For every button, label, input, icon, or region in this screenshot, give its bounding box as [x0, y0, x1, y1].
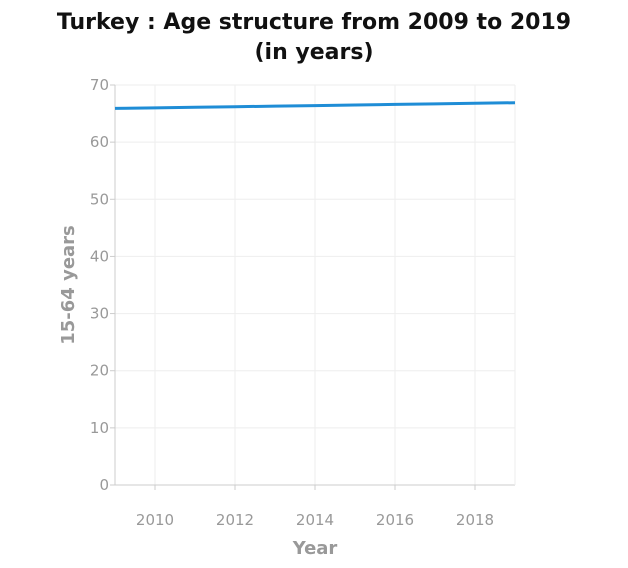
series-line	[114, 101, 516, 110]
y-axis-label: 15-64 years	[58, 225, 79, 345]
y-tick-label: 0	[99, 476, 109, 494]
y-tick-label: 40	[90, 247, 109, 265]
chart-title-line1: Turkey : Age structure from 2009 to 2019	[56, 10, 572, 35]
y-tick-label: 60	[90, 133, 109, 151]
y-tick-label: 10	[90, 419, 109, 437]
x-tick-label: 2012	[216, 511, 254, 529]
axis-layer	[110, 84, 516, 490]
x-tick-label: 2016	[376, 511, 414, 529]
x-tick-label: 2010	[136, 511, 174, 529]
y-tick-label: 30	[90, 305, 109, 323]
x-tick-label: 2018	[456, 511, 494, 529]
y-tick-label: 70	[90, 76, 109, 94]
grid-layer	[115, 84, 515, 486]
x-tick-label: 2014	[296, 511, 334, 529]
chart-title: Turkey : Age structure from 2009 to 2019…	[0, 8, 628, 68]
x-axis-label: Year	[292, 538, 338, 559]
y-tick-label: 20	[90, 362, 109, 380]
tick-layer: 0 10 20 30 40 50 60 70 2010 2012 2014 2016 2018	[90, 76, 494, 529]
y-tick-label: 50	[90, 190, 109, 208]
chart-title-line2: (in years)	[254, 40, 374, 65]
series-layer	[114, 101, 516, 110]
